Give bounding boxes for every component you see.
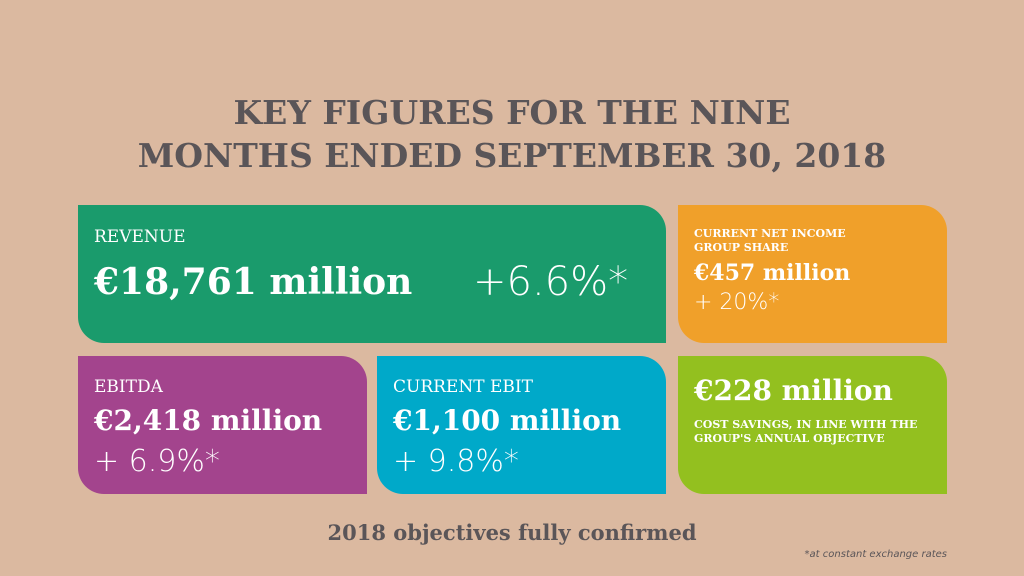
card-label: CURRENT EBIT <box>393 377 533 397</box>
card-label: REVENUE <box>94 227 186 247</box>
title-line: MONTHS ENDED SEPTEMBER 30, 2018 <box>137 136 887 175</box>
card-change: + 9.8%* <box>393 444 519 479</box>
card-value: €228 million <box>694 374 893 407</box>
card-change: + 20%* <box>694 290 780 315</box>
card-label: CURRENT NET INCOME GROUP SHARE <box>694 227 846 254</box>
card-change: +6.6%* <box>473 259 629 305</box>
net-income-card: CURRENT NET INCOME GROUP SHARE €457 mill… <box>678 205 947 343</box>
title-line: KEY FIGURES FOR THE NINE <box>233 93 791 132</box>
ebitda-card: EBITDA €2,418 million + 6.9%* <box>78 356 367 494</box>
card-change: + 6.9%* <box>94 444 220 479</box>
card-value: €1,100 million <box>393 404 622 437</box>
card-label: EBITDA <box>94 377 163 397</box>
revenue-card: REVENUE €18,761 million +6.6%* <box>78 205 666 343</box>
ebit-card: CURRENT EBIT €1,100 million + 9.8%* <box>377 356 666 494</box>
footnote: *at constant exchange rates <box>804 549 947 560</box>
cost-savings-card: €228 million COST SAVINGS, IN LINE WITH … <box>678 356 947 494</box>
card-value: €457 million <box>694 260 851 286</box>
footer-text: 2018 objectives fully confirmed <box>327 520 697 545</box>
card-value: €18,761 million <box>94 261 413 303</box>
card-value: €2,418 million <box>94 404 323 437</box>
card-description: COST SAVINGS, IN LINE WITH THE GROUP'S A… <box>694 418 918 445</box>
